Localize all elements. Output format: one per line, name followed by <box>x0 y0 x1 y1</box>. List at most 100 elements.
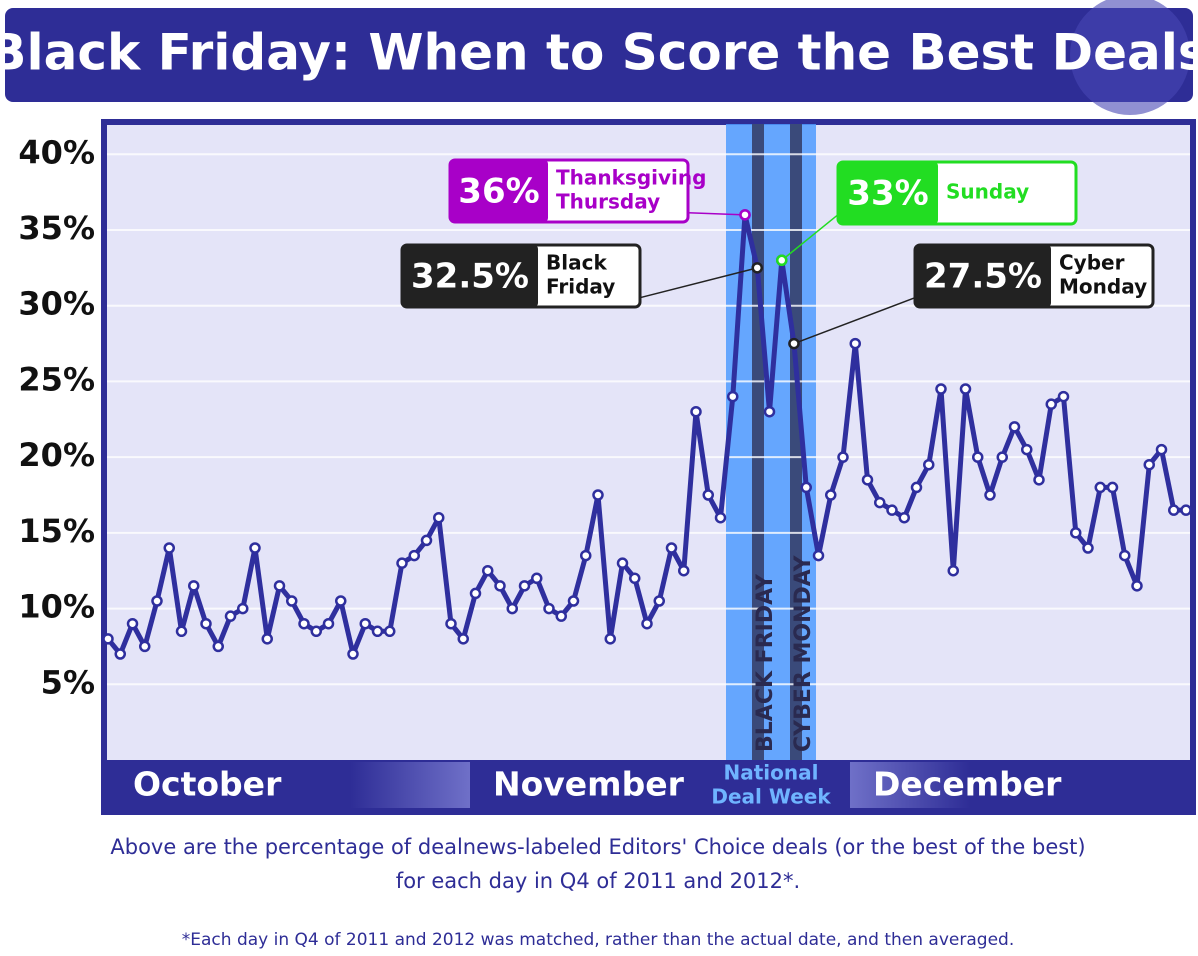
month-strip <box>104 760 1193 812</box>
data-point <box>763 405 776 418</box>
y-tick-label: 15% <box>18 512 95 550</box>
data-point <box>1155 443 1168 456</box>
cyber-monday-bar <box>790 124 802 760</box>
data-point <box>249 542 261 554</box>
data-point <box>1106 481 1119 494</box>
data-point <box>408 549 420 562</box>
data-point <box>874 496 886 509</box>
data-point <box>1021 443 1033 456</box>
callout-leader <box>793 296 916 345</box>
data-point <box>678 564 690 577</box>
data-point <box>727 390 739 403</box>
data-point <box>984 489 996 501</box>
callout-text: Thursday <box>556 190 660 214</box>
data-point <box>286 595 298 607</box>
header-bg <box>5 8 1193 102</box>
y-tick-label: 10% <box>18 588 95 626</box>
y-tick-label: 20% <box>18 436 95 474</box>
data-point <box>518 580 531 592</box>
callout-text: Friday <box>546 275 615 299</box>
data-point <box>494 580 506 592</box>
data-point <box>298 617 310 630</box>
data-point <box>972 451 984 463</box>
band-title: National <box>724 761 819 785</box>
data-point <box>139 640 151 653</box>
data-point <box>1168 504 1180 516</box>
data-point <box>580 549 592 562</box>
band-title: Deal Week <box>711 785 831 809</box>
plot-bg <box>101 119 1196 815</box>
data-point <box>114 648 126 660</box>
data-point <box>371 625 384 638</box>
data-point <box>433 511 445 524</box>
data-point <box>212 640 224 653</box>
data-point <box>1070 527 1082 539</box>
data-point <box>261 633 273 645</box>
month-fade <box>350 762 470 808</box>
callout-leader <box>781 214 839 261</box>
data-point <box>1045 398 1057 410</box>
data-point <box>935 383 947 395</box>
data-point <box>690 405 702 418</box>
data-point <box>237 602 249 615</box>
callout-text: Cyber <box>1059 251 1125 275</box>
data-point <box>1033 474 1045 486</box>
month-fade <box>850 762 970 808</box>
data-point <box>188 580 200 592</box>
data-point <box>1082 542 1094 554</box>
callout-text: Monday <box>1059 275 1147 299</box>
data-point <box>1057 390 1070 403</box>
callout-text: Thanksgiving <box>556 166 706 190</box>
data-point <box>175 625 188 638</box>
data-point <box>224 610 237 622</box>
data-point <box>457 633 469 645</box>
data-point <box>126 617 139 630</box>
month-label: December <box>873 765 1062 804</box>
data-point <box>273 580 286 592</box>
callout-text: Black <box>546 251 607 275</box>
y-tick-label: 30% <box>18 285 95 323</box>
data-point <box>641 617 653 630</box>
data-point <box>910 481 923 494</box>
data-point <box>384 625 396 638</box>
data-point <box>531 572 543 585</box>
data-point <box>1131 580 1143 592</box>
callout-point <box>788 337 800 350</box>
chart-title: Black Friday: When to Score the Best Dea… <box>0 24 1198 82</box>
y-tick-label: 40% <box>18 133 95 171</box>
data-point <box>1143 458 1155 471</box>
callout-value-bg <box>402 245 538 307</box>
callout-leader <box>687 211 746 216</box>
data-point <box>555 610 567 622</box>
data-point <box>163 542 175 554</box>
data-point <box>1180 504 1192 516</box>
band-strip <box>726 760 816 812</box>
callout-value-bg <box>450 160 548 222</box>
callout-leader <box>639 267 758 299</box>
data-point <box>837 451 849 463</box>
data-point <box>1008 421 1021 433</box>
data-point <box>506 602 518 615</box>
data-point <box>335 595 347 607</box>
data-point <box>959 383 972 395</box>
data-point <box>482 564 494 577</box>
data-point <box>947 564 959 577</box>
data-point <box>592 489 604 501</box>
data-point <box>567 595 580 607</box>
y-tick-label: 35% <box>18 209 95 247</box>
data-point <box>629 572 641 585</box>
month-label: October <box>133 765 282 804</box>
data-point <box>616 557 629 569</box>
callout-text: Sunday <box>946 180 1029 204</box>
data-point <box>102 633 114 645</box>
data-point <box>812 549 825 562</box>
data-point <box>702 489 714 501</box>
data-label: 33% <box>847 174 928 214</box>
data-point <box>420 534 433 547</box>
data-point <box>800 481 812 494</box>
callout-value-bg <box>915 245 1051 307</box>
callout-point <box>776 254 788 267</box>
data-label: 27.5% <box>924 257 1042 297</box>
data-point <box>923 458 935 471</box>
